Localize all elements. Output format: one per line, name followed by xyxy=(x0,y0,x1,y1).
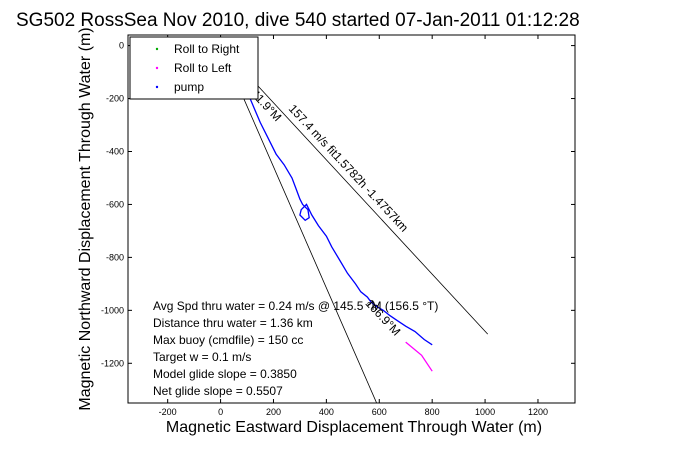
legend-marker xyxy=(155,66,159,70)
y-tick-label: -200 xyxy=(106,94,124,104)
guide-line xyxy=(220,45,489,335)
y-tick-label: -800 xyxy=(106,252,124,262)
x-tick-label: 200 xyxy=(266,407,281,417)
stat-line: Distance thru water = 1.36 km xyxy=(153,316,313,330)
x-axis-label: Magnetic Eastward Displacement Through W… xyxy=(166,419,542,436)
legend-label: pump xyxy=(174,80,204,94)
legend-box xyxy=(129,36,259,100)
y-tick-label: 0 xyxy=(119,41,124,51)
legend-label: Roll to Left xyxy=(174,61,232,75)
chart-title: SG502 RossSea Nov 2010, dive 540 started… xyxy=(16,10,580,31)
x-tick-label: 0 xyxy=(218,407,223,417)
stat-line: Target w = 0.1 m/s xyxy=(153,350,251,364)
y-axis-label: Magnetic Northward Displacement Through … xyxy=(77,27,94,410)
guide-line xyxy=(220,45,377,403)
x-tick-label: 1200 xyxy=(528,407,548,417)
legend-label: Roll to Right xyxy=(174,42,240,56)
stats-block: Avg Spd thru water = 0.24 m/s @ 145.5 °M… xyxy=(153,299,438,398)
legend-marker xyxy=(155,85,159,89)
y-tick-label: -400 xyxy=(106,146,124,156)
x-tick-label: 400 xyxy=(319,407,334,417)
stat-line: Net glide slope = 0.5507 xyxy=(153,384,283,398)
y-tick-label: -1200 xyxy=(101,358,124,368)
guide-lines xyxy=(220,45,489,403)
x-tick-label: 600 xyxy=(372,407,387,417)
stat-line: Model glide slope = 0.3850 xyxy=(153,367,297,381)
legend-marker xyxy=(155,47,159,51)
track-line xyxy=(405,341,433,372)
legend: Roll to Right Roll to Left pump xyxy=(129,36,259,100)
y-tick-label: -600 xyxy=(106,199,124,209)
y-tick-label: -1000 xyxy=(101,305,124,315)
stat-line: Max buoy (cmdfile) = 150 cc xyxy=(153,333,303,347)
y-axis-ticks: 0 -200 -400 -600 -800 -1000 -1200 xyxy=(101,41,575,368)
stat-line: Avg Spd thru water = 0.24 m/s @ 145.5 °M… xyxy=(153,299,438,313)
x-tick-label: -200 xyxy=(159,407,177,417)
x-tick-label: 1000 xyxy=(475,407,495,417)
x-tick-label: 800 xyxy=(425,407,440,417)
